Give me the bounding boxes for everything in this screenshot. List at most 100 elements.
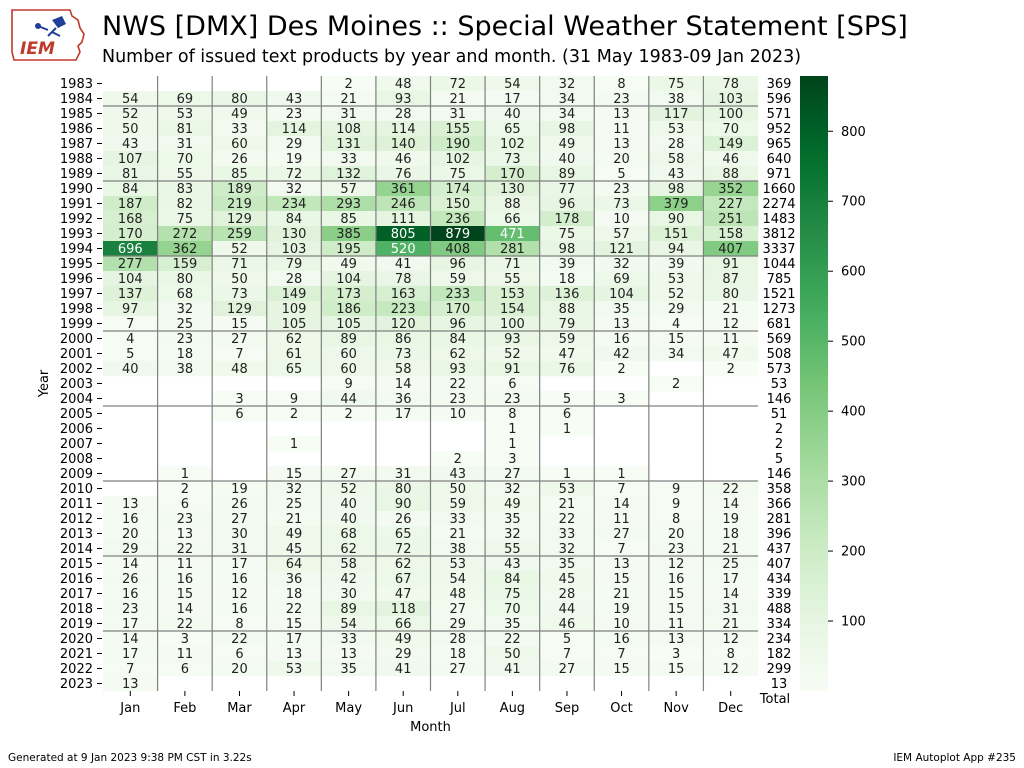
cell-value-1987-Aug: 102	[500, 137, 525, 152]
month-tick-Oct: Oct	[610, 701, 632, 716]
cell-1998-Jul	[430, 301, 486, 317]
cell-1988-Jul	[430, 151, 486, 167]
cell-1989-May	[321, 166, 377, 182]
cell-value-2020-Jan: 14	[122, 632, 139, 647]
cell-1987-Mar	[212, 136, 268, 152]
cell-1997-Sep	[539, 286, 595, 302]
cell-value-1986-May: 108	[336, 122, 361, 137]
logo-text: IEM	[20, 39, 55, 59]
cell-1989-Aug	[485, 166, 540, 182]
cell-value-2011-Mar: 26	[231, 497, 248, 512]
year-tick-2000: 2000	[60, 332, 93, 347]
cell-1996-Mar	[212, 271, 268, 287]
cell-2002-Dec	[703, 361, 759, 377]
cell-1991-Jul	[430, 196, 486, 212]
cell-value-2020-Oct: 16	[613, 632, 630, 647]
year-tick-2001: 2001	[60, 347, 93, 362]
cell-value-2021-Mar: 6	[235, 647, 243, 662]
year-tick-1993: 1993	[60, 227, 93, 242]
cell-1989-Feb	[157, 166, 213, 182]
cell-2021-Feb	[157, 646, 213, 662]
cell-value-2018-May: 89	[340, 602, 357, 617]
cell-1990-Nov	[648, 181, 704, 197]
cell-1994-Jul	[430, 241, 486, 257]
cell-value-2015-Apr: 64	[286, 557, 303, 572]
cell-2003-Jun	[375, 376, 431, 392]
cell-2009-Sep	[539, 466, 595, 482]
cell-value-2004-Apr: 9	[290, 392, 298, 407]
cell-value-2014-Jan: 29	[122, 542, 139, 557]
cell-value-1984-Mar: 80	[231, 92, 248, 107]
cell-value-2009-Apr: 15	[286, 467, 303, 482]
cell-2015-Dec	[703, 556, 759, 572]
cell-1999-Mar	[212, 316, 268, 332]
cell-2018-Jun	[375, 601, 431, 617]
total-2017: 339	[767, 587, 792, 602]
cell-1990-May	[321, 181, 377, 197]
cell-value-1989-Aug: 170	[500, 167, 525, 182]
cell-value-1989-Dec: 88	[722, 167, 739, 182]
cell-value-1997-Sep: 136	[555, 287, 580, 302]
cell-value-1998-Jun: 223	[391, 302, 416, 317]
cell-2021-Mar	[212, 646, 268, 662]
cell-2001-Aug	[485, 346, 540, 362]
cell-2007-Aug	[485, 436, 540, 452]
cell-value-1991-Aug: 88	[504, 197, 521, 212]
cell-value-1987-Apr: 29	[286, 137, 303, 152]
cell-value-1987-Jun: 140	[391, 137, 416, 152]
cell-1985-Jun	[375, 106, 431, 122]
cell-2001-Sep	[539, 346, 595, 362]
cell-1986-Nov	[648, 121, 704, 137]
cell-1989-Jan	[103, 166, 158, 182]
cell-1990-Mar	[212, 181, 268, 197]
cell-value-1993-Jan: 170	[118, 227, 143, 242]
cell-value-1995-Dec: 91	[722, 257, 739, 272]
cell-2013-Dec	[703, 526, 759, 542]
cell-2017-Jul	[430, 586, 486, 602]
cell-2009-Jul	[430, 466, 486, 482]
cell-value-2014-Apr: 45	[286, 542, 303, 557]
total-2006: 2	[775, 422, 783, 437]
cell-value-1983-Sep: 32	[559, 77, 576, 92]
cell-value-1983-Dec: 78	[722, 77, 739, 92]
cell-value-2007-Aug: 1	[508, 437, 516, 452]
cell-value-2009-Jul: 43	[450, 467, 467, 482]
cell-2000-Aug	[485, 331, 540, 347]
cell-1989-Jul	[430, 166, 486, 182]
cell-2002-Apr	[266, 361, 322, 377]
cell-2014-Nov	[648, 541, 704, 557]
cell-value-2021-Oct: 7	[617, 647, 625, 662]
cell-value-2016-Jul: 54	[450, 572, 467, 587]
cell-2017-Feb	[157, 586, 213, 602]
cell-value-1986-Jan: 50	[122, 122, 139, 137]
cell-value-2018-Jul: 27	[450, 602, 467, 617]
cell-1992-Jun	[375, 211, 431, 227]
cell-2001-Jul	[430, 346, 486, 362]
cell-value-2005-Aug: 8	[508, 407, 516, 422]
cell-value-1989-May: 132	[336, 167, 361, 182]
cell-value-1996-May: 104	[336, 272, 361, 287]
cell-2017-May	[321, 586, 377, 602]
cell-value-2015-Sep: 35	[559, 557, 576, 572]
year-tick-2008: 2008	[60, 452, 93, 467]
cell-value-2019-Jul: 29	[450, 617, 467, 632]
cell-2001-May	[321, 346, 377, 362]
cell-1996-Jul	[430, 271, 486, 287]
cell-value-2012-Apr: 21	[286, 512, 303, 527]
cell-value-2014-Mar: 31	[231, 542, 248, 557]
cell-value-2014-Jul: 38	[450, 542, 467, 557]
cell-value-1988-Aug: 73	[504, 152, 521, 167]
cell-value-1984-Jul: 21	[450, 92, 467, 107]
cell-value-1990-Jul: 174	[445, 182, 470, 197]
cell-value-2010-Oct: 7	[617, 482, 625, 497]
cell-value-2011-Jun: 90	[395, 497, 412, 512]
cell-value-2017-Jul: 48	[450, 587, 467, 602]
cell-value-2015-May: 58	[340, 557, 357, 572]
cell-value-2002-Sep: 76	[559, 362, 576, 377]
cell-value-2009-Sep: 1	[563, 467, 571, 482]
cell-2012-Nov	[648, 511, 704, 527]
cell-1987-Nov	[648, 136, 704, 152]
cell-value-2016-Sep: 45	[559, 572, 576, 587]
cell-1986-Mar	[212, 121, 268, 137]
cell-value-1991-Apr: 234	[282, 197, 307, 212]
